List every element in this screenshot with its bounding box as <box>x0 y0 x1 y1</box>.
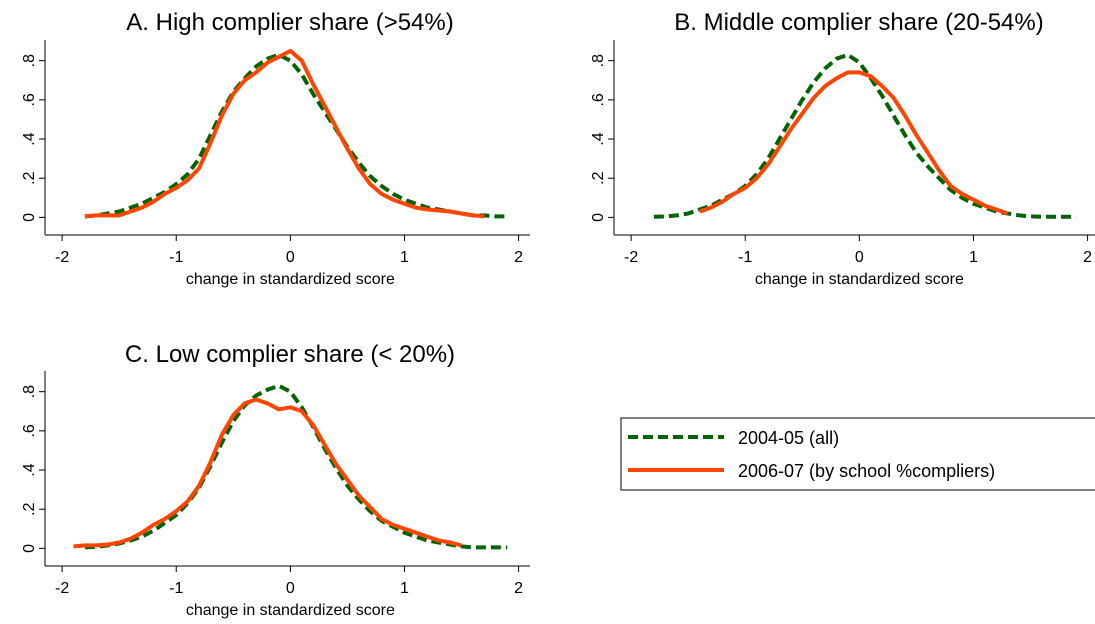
y-tick-label: 0 <box>21 544 38 553</box>
density-line <box>73 397 462 549</box>
y-tick-label: 0 <box>21 213 38 222</box>
x-tick-label: 0 <box>286 580 295 597</box>
y-tick-label: .8 <box>590 54 607 67</box>
chart-title: A. High complier share (>54%) <box>126 9 453 36</box>
y-tick-label: .6 <box>590 93 607 106</box>
x-tick-label: 2 <box>514 249 523 266</box>
y-tick-label: .6 <box>21 93 38 106</box>
y-tick-label: 0 <box>590 213 607 222</box>
y-tick-label: .4 <box>590 132 607 145</box>
y-tick-label: .8 <box>21 385 38 398</box>
legend-label: 2006-07 (by school %compliers) <box>738 461 995 481</box>
x-axis-label: change in standardized score <box>186 271 395 288</box>
panel: C. Low complier share (< 20%) 0 .2 .4 .6 .8 -2… <box>21 341 530 619</box>
x-tick-label: 1 <box>400 580 409 597</box>
x-tick-label: -1 <box>169 249 183 266</box>
x-tick-label: 1 <box>969 249 978 266</box>
x-tick-label: -2 <box>624 249 638 266</box>
x-tick-label: 2 <box>514 580 523 597</box>
x-tick-label: -1 <box>738 249 752 266</box>
panel: B. Middle complier share (20-54%) 0 .2 .4 .6… <box>590 9 1095 288</box>
x-tick-label: -2 <box>55 249 69 266</box>
y-tick-label: .4 <box>21 463 38 476</box>
chart-title: C. Low complier share (< 20%) <box>125 341 455 368</box>
x-tick-label: 2 <box>1083 249 1092 266</box>
panel: A. High complier share (>54%) 0 .2 .4 .6 .8 -2… <box>21 9 530 288</box>
y-tick-label: .2 <box>21 502 38 515</box>
x-axis-label: change in standardized score <box>186 602 395 619</box>
legend-box <box>620 417 1095 491</box>
y-tick-label: .2 <box>590 171 607 184</box>
chart-title: B. Middle complier share (20-54%) <box>674 9 1043 36</box>
x-tick-label: -1 <box>169 580 183 597</box>
density-line <box>698 70 1009 216</box>
x-axis-label: change in standardized score <box>755 271 964 288</box>
x-tick-label: 1 <box>400 249 409 266</box>
x-tick-label: -2 <box>55 580 69 597</box>
density-line <box>84 383 508 550</box>
y-tick-label: .4 <box>21 132 38 145</box>
x-tick-label: 0 <box>855 249 864 266</box>
y-tick-label: .6 <box>21 424 38 437</box>
density-line <box>84 48 485 219</box>
y-tick-label: .8 <box>21 54 38 67</box>
legend: 2004-05 (all) 2006-07 (by school %compli… <box>620 417 1095 491</box>
legend-label: 2004-05 (all) <box>738 428 839 448</box>
x-tick-label: 0 <box>286 249 295 266</box>
y-tick-label: .2 <box>21 171 38 184</box>
